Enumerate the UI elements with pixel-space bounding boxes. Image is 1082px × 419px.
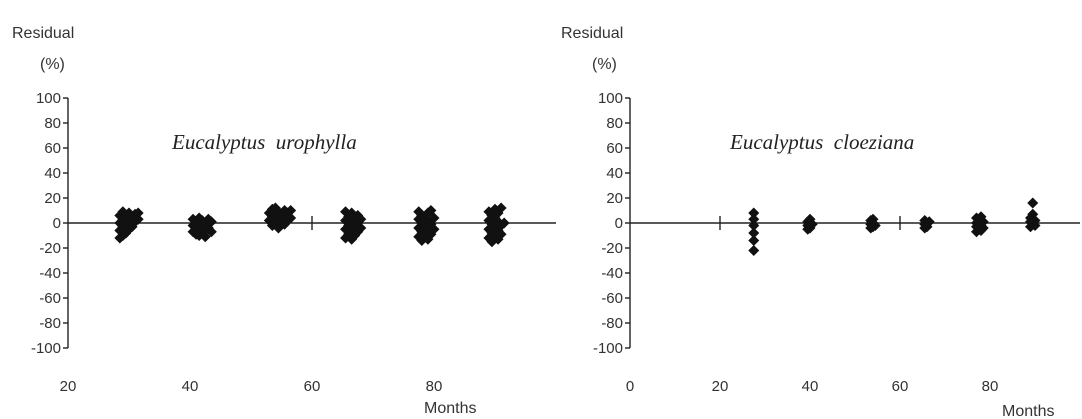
y-axis-title: Residual (12, 25, 74, 42)
data-point (977, 222, 989, 234)
y-tick-label: 20 (44, 190, 61, 207)
data-point (495, 202, 507, 214)
y-tick-label: 60 (606, 140, 623, 157)
x-tick-label: 80 (982, 378, 999, 395)
panel-eucalyptus-cloeziana: Residual (%) Eucalyptus cloeziana Months… (561, 25, 1080, 419)
y-tick-label: 20 (606, 190, 623, 207)
data-point (1027, 197, 1039, 209)
x-tick-label: 40 (182, 378, 199, 395)
y-tick-label: 80 (606, 115, 623, 132)
y-axis-unit: (%) (592, 56, 617, 73)
y-axis-unit: (%) (40, 56, 65, 73)
x-axis-title: Months (424, 400, 476, 417)
y-tick-label: -80 (601, 315, 623, 332)
data-point (1029, 220, 1041, 231)
y-tick-label: -80 (39, 315, 61, 332)
data-point (806, 218, 818, 230)
y-tick-label: 80 (44, 115, 61, 132)
data-point (923, 216, 935, 228)
x-tick-label: 60 (304, 378, 321, 395)
data-point (748, 227, 760, 239)
data-points (114, 202, 510, 248)
y-tick-label: -100 (593, 340, 623, 357)
y-tick-label: -20 (601, 240, 623, 257)
data-point (355, 213, 367, 225)
data-point (205, 226, 217, 238)
x-tick-label: 0 (626, 378, 634, 395)
data-point (132, 213, 144, 225)
y-tick-label: -40 (39, 265, 61, 282)
y-tick-label: -100 (31, 340, 61, 357)
chart-title: Eucalyptus urophylla (171, 130, 357, 154)
x-axis-title: Months (1002, 403, 1054, 419)
data-point (285, 205, 297, 216)
y-tick-label: 60 (44, 140, 61, 157)
y-tick-label: -60 (39, 290, 61, 307)
data-point (199, 231, 211, 243)
y-tick-label: -60 (601, 290, 623, 307)
data-point (748, 213, 760, 225)
y-tick-label: -20 (39, 240, 61, 257)
data-point (748, 245, 760, 256)
data-point (355, 222, 367, 234)
axes: 100 80 60 40 20 0 -20 -40 -60 -80 -100 20 40 60 80 (31, 90, 556, 395)
x-tick-label: 40 (802, 378, 819, 395)
data-point (869, 220, 881, 231)
x-tick-label: 20 (712, 378, 729, 395)
data-point (748, 235, 760, 246)
data-point (498, 217, 510, 229)
y-tick-label: 40 (606, 165, 623, 182)
data-point (428, 212, 440, 224)
data-point (748, 220, 760, 231)
data-point (977, 216, 989, 228)
y-axis-title: Residual (561, 25, 623, 42)
panel-eucalyptus-urophylla: Residual (%) Eucalyptus urophylla Months… (12, 25, 556, 417)
data-points (748, 197, 1041, 256)
x-tick-label: 80 (426, 378, 443, 395)
data-point (495, 228, 507, 240)
x-tick-label: 20 (60, 378, 77, 395)
y-tick-label: 0 (615, 215, 623, 232)
y-tick-label: 0 (53, 215, 61, 232)
data-point (428, 223, 440, 235)
axes: 100 80 60 40 20 0 -20 -40 -60 -80 -100 0 20 40 60 80 (593, 90, 1080, 395)
y-tick-label: 100 (36, 90, 61, 107)
data-point (132, 207, 144, 219)
y-tick-label: 100 (598, 90, 623, 107)
y-tick-label: 40 (44, 165, 61, 182)
data-point (285, 212, 297, 224)
y-tick-label: -40 (601, 265, 623, 282)
x-tick-label: 60 (892, 378, 909, 395)
data-point (205, 216, 217, 228)
chart-title: Eucalyptus cloeziana (729, 130, 914, 154)
data-point (748, 207, 760, 219)
